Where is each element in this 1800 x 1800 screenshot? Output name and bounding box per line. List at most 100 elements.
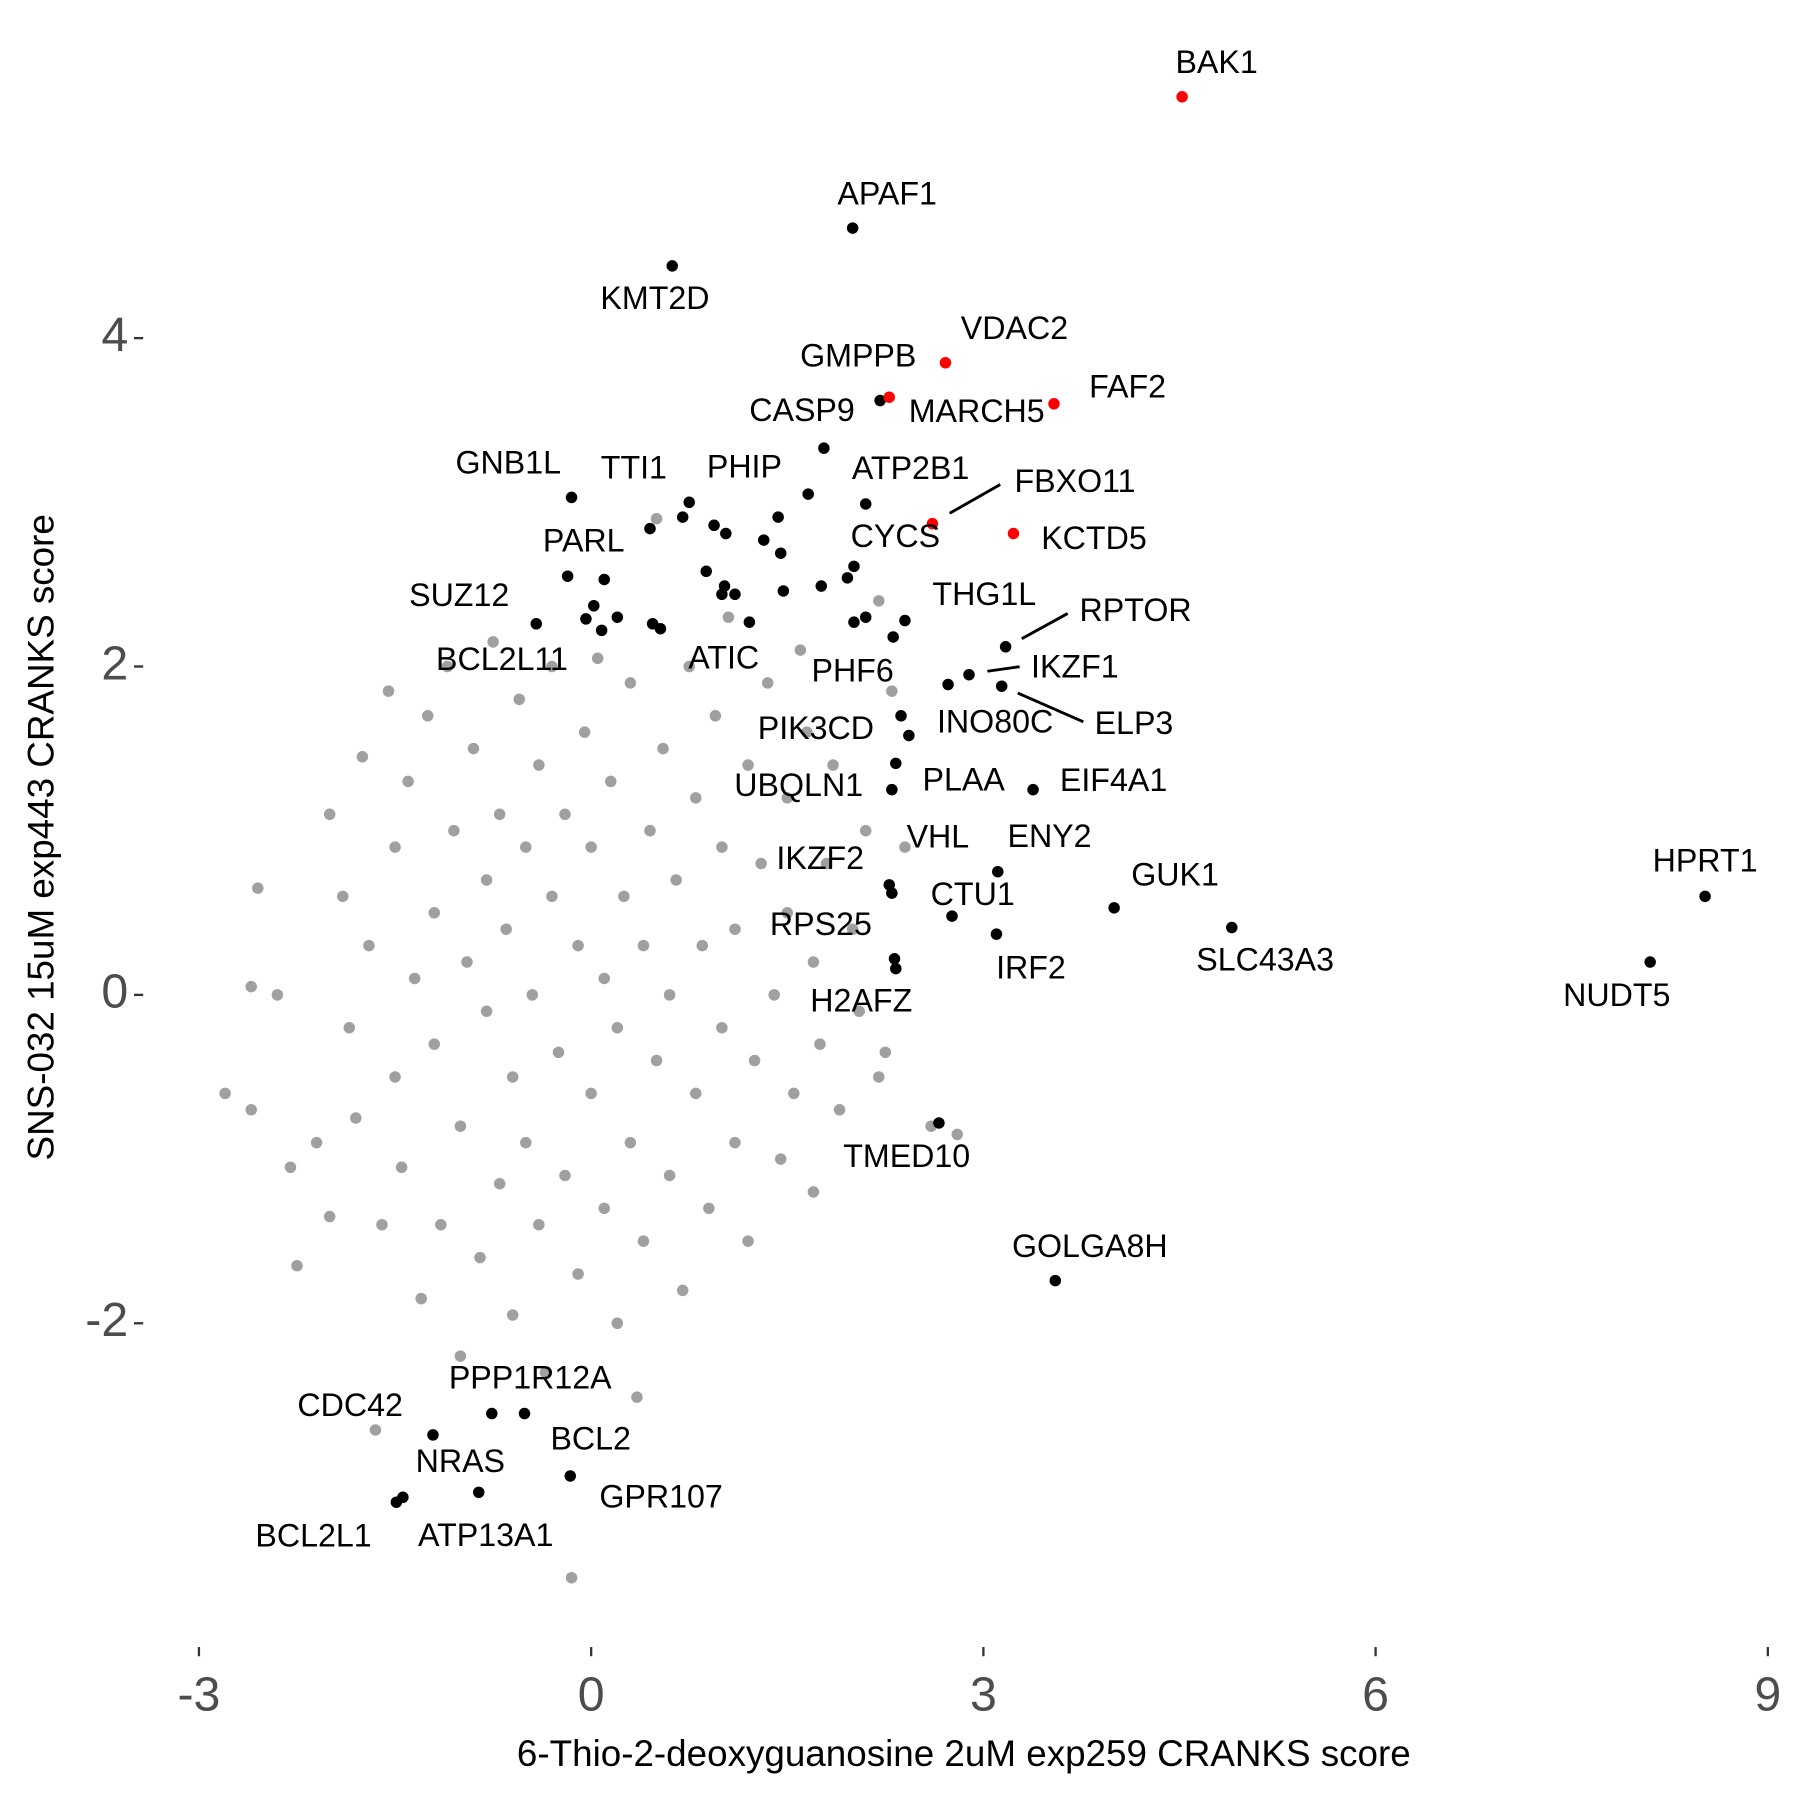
point-label: BCL2 xyxy=(550,1421,631,1457)
point xyxy=(284,1161,297,1174)
x-axis-title: 6-Thio-2-deoxyguanosine 2uM exp259 CRANK… xyxy=(517,1733,1411,1774)
point xyxy=(552,1046,565,1059)
point xyxy=(441,660,454,673)
point-label: IKZF1 xyxy=(1031,648,1119,684)
point xyxy=(742,1235,754,1247)
point-label: PLAA xyxy=(922,761,1005,797)
point xyxy=(743,616,756,628)
point xyxy=(389,1071,401,1083)
point xyxy=(605,775,617,788)
point xyxy=(572,939,584,952)
point xyxy=(729,588,741,601)
point xyxy=(761,677,774,689)
point xyxy=(853,1005,865,1018)
point xyxy=(376,1218,388,1231)
point-label: PPP1R12A xyxy=(449,1360,612,1396)
point xyxy=(506,1071,519,1083)
point-label: IRF2 xyxy=(996,949,1066,985)
point-label: PIK3CD xyxy=(758,710,874,746)
point xyxy=(421,710,434,722)
point-label: VDAC2 xyxy=(961,310,1068,346)
point xyxy=(530,618,543,630)
point xyxy=(848,616,860,628)
point-label: PARL xyxy=(543,522,625,558)
point xyxy=(252,882,264,894)
point xyxy=(963,668,975,681)
point-label: BCL2L11 xyxy=(436,641,568,677)
point xyxy=(245,1104,257,1116)
point-label: RPS25 xyxy=(770,906,872,942)
point xyxy=(533,1218,545,1231)
y-tick-label: -2 xyxy=(85,1293,128,1347)
point xyxy=(874,394,886,407)
point xyxy=(663,989,676,1001)
point xyxy=(814,1038,826,1050)
x-tick-label: -3 xyxy=(177,1667,220,1721)
point-label: RPTOR xyxy=(1080,592,1192,628)
point xyxy=(1108,902,1120,914)
point xyxy=(382,685,395,697)
point xyxy=(873,1071,885,1083)
point xyxy=(611,611,624,623)
point xyxy=(890,757,902,770)
point xyxy=(561,570,574,582)
point-label: GUK1 xyxy=(1131,856,1219,892)
point xyxy=(696,939,709,952)
point xyxy=(408,972,421,985)
point xyxy=(859,498,872,510)
y-tick-label: 2 xyxy=(101,636,128,690)
point xyxy=(624,1136,637,1149)
point xyxy=(1007,527,1020,540)
point xyxy=(841,572,854,584)
point xyxy=(454,1120,467,1132)
point xyxy=(578,726,591,738)
point xyxy=(389,841,401,853)
point-label: UBQLN1 xyxy=(734,767,863,803)
point xyxy=(886,685,898,697)
point xyxy=(663,1169,676,1182)
point xyxy=(768,989,780,1001)
point xyxy=(807,1186,820,1198)
point xyxy=(657,742,669,755)
point xyxy=(859,611,872,623)
point xyxy=(572,1268,584,1280)
point xyxy=(480,874,493,886)
point xyxy=(500,923,512,935)
leader-line xyxy=(1021,612,1069,641)
point xyxy=(708,519,720,532)
point xyxy=(595,624,608,637)
x-tick-label: 9 xyxy=(1754,1667,1781,1721)
point xyxy=(683,496,695,509)
point xyxy=(774,547,787,559)
point-label: IKZF2 xyxy=(776,840,864,876)
point xyxy=(291,1260,303,1272)
leader-line xyxy=(948,483,1001,515)
point xyxy=(644,522,656,535)
point-label: HPRT1 xyxy=(1653,843,1758,879)
point xyxy=(428,1038,441,1050)
point-label: GPR107 xyxy=(599,1478,722,1514)
point xyxy=(618,890,630,903)
point xyxy=(624,677,637,689)
point xyxy=(995,680,1008,692)
point xyxy=(427,1429,439,1441)
point xyxy=(820,857,833,870)
point-label: ATIC xyxy=(688,639,759,675)
point xyxy=(742,759,754,771)
point xyxy=(886,783,898,796)
point xyxy=(611,1317,624,1330)
point xyxy=(676,1284,689,1297)
point xyxy=(588,599,600,612)
point-label: NUDT5 xyxy=(1563,977,1670,1013)
point xyxy=(245,980,257,993)
point xyxy=(777,585,790,597)
point-label: APAF1 xyxy=(837,175,937,211)
point xyxy=(888,953,901,965)
point-label: CDC42 xyxy=(297,1387,403,1423)
point xyxy=(646,618,659,630)
point xyxy=(716,1021,728,1034)
point xyxy=(848,560,860,573)
point-label: THG1L xyxy=(932,576,1036,612)
point xyxy=(1176,91,1188,103)
point xyxy=(585,841,597,853)
